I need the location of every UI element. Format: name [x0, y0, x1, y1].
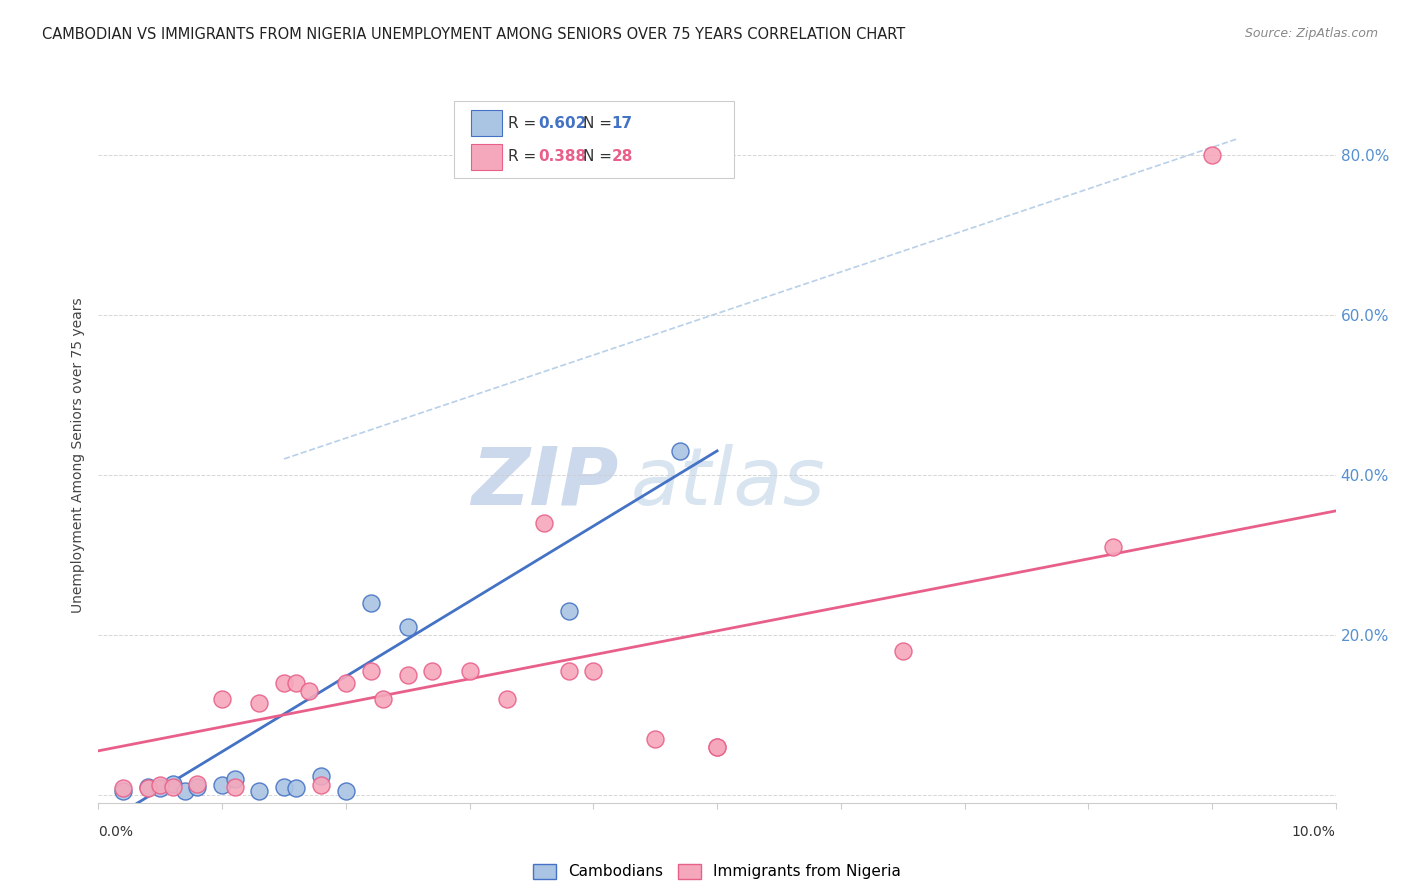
Text: CAMBODIAN VS IMMIGRANTS FROM NIGERIA UNEMPLOYMENT AMONG SENIORS OVER 75 YEARS CO: CAMBODIAN VS IMMIGRANTS FROM NIGERIA UNE…: [42, 27, 905, 42]
Point: [162, 777, 184, 791]
Point: [644, 731, 666, 746]
Text: Source: ZipAtlas.com: Source: ZipAtlas.com: [1244, 27, 1378, 40]
Point: [669, 444, 692, 458]
Point: [112, 784, 135, 798]
Point: [211, 691, 233, 706]
Text: 0.0%: 0.0%: [98, 825, 134, 839]
Text: atlas: atlas: [630, 443, 825, 522]
Point: [1102, 540, 1125, 554]
Point: [285, 781, 308, 796]
Text: 10.0%: 10.0%: [1292, 825, 1336, 839]
Point: [360, 664, 382, 678]
Point: [557, 604, 579, 618]
Point: [396, 668, 419, 682]
Point: [309, 769, 332, 783]
Point: [162, 780, 184, 794]
Point: [136, 780, 159, 794]
Point: [360, 596, 382, 610]
Text: 17: 17: [612, 116, 633, 130]
Point: [557, 664, 579, 678]
Point: [149, 781, 172, 796]
Point: [211, 778, 233, 792]
Point: [396, 620, 419, 634]
Point: [136, 781, 159, 796]
Point: [495, 691, 517, 706]
Point: [174, 784, 197, 798]
Point: [149, 778, 172, 792]
Text: 0.388: 0.388: [538, 150, 586, 164]
Point: [706, 739, 728, 754]
Point: [273, 676, 295, 690]
Point: [309, 778, 332, 792]
Point: [112, 781, 135, 796]
Point: [186, 780, 208, 794]
Point: [298, 683, 321, 698]
Text: R =: R =: [508, 116, 541, 130]
Point: [582, 664, 605, 678]
Text: N =: N =: [583, 116, 617, 130]
Text: R =: R =: [508, 150, 541, 164]
Point: [371, 691, 394, 706]
Point: [186, 777, 208, 791]
Point: [891, 644, 914, 658]
Point: [285, 676, 308, 690]
Point: [273, 780, 295, 794]
Point: [247, 696, 270, 710]
Point: [335, 784, 357, 798]
Point: [247, 784, 270, 798]
Point: [1201, 148, 1223, 162]
Point: [224, 780, 246, 794]
Text: ZIP: ZIP: [471, 443, 619, 522]
Point: [458, 664, 481, 678]
Text: N =: N =: [583, 150, 617, 164]
Point: [224, 772, 246, 786]
Point: [335, 676, 357, 690]
Text: 28: 28: [612, 150, 633, 164]
Point: [422, 664, 444, 678]
Y-axis label: Unemployment Among Seniors over 75 years: Unemployment Among Seniors over 75 years: [72, 297, 86, 613]
Point: [706, 739, 728, 754]
Text: 0.602: 0.602: [538, 116, 586, 130]
Legend: Cambodians, Immigrants from Nigeria: Cambodians, Immigrants from Nigeria: [527, 857, 907, 886]
Point: [533, 516, 555, 530]
